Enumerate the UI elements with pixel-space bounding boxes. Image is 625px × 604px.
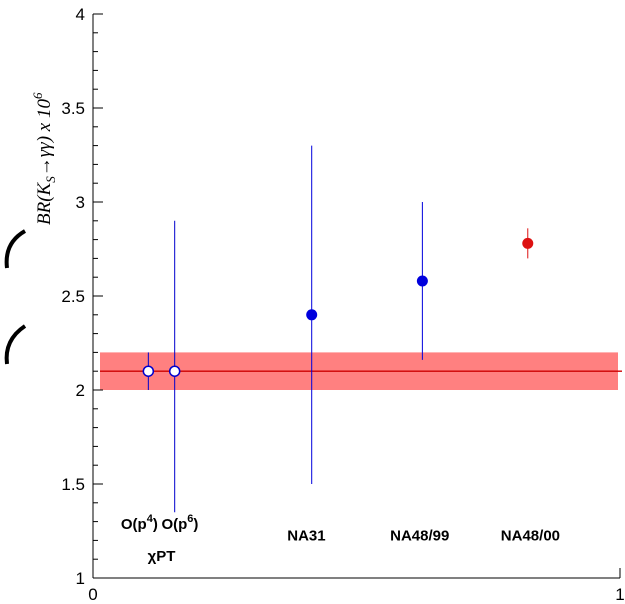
category-label: χPT bbox=[148, 548, 176, 565]
y-tick-label: 3 bbox=[76, 193, 85, 212]
category-label: O(p6) bbox=[161, 513, 198, 533]
y-tick-label: 1 bbox=[76, 569, 85, 588]
category-label-sup: 6 bbox=[187, 513, 193, 525]
x-tick-label: 0 bbox=[88, 585, 97, 604]
y-axis-label-pre: BR(K bbox=[34, 181, 55, 225]
y-axis-label: BR(KS→γγ) x 106 bbox=[30, 92, 58, 225]
category-label: O(p4) bbox=[121, 513, 158, 533]
category-label: NA31 bbox=[287, 527, 325, 544]
category-label: NA48/99 bbox=[390, 527, 449, 544]
data-point bbox=[306, 309, 318, 321]
marker-layer bbox=[142, 237, 534, 377]
data-point bbox=[416, 275, 428, 287]
band-layer bbox=[100, 352, 622, 390]
error-layer bbox=[147, 145, 529, 513]
category-label-tail: ) bbox=[193, 516, 198, 533]
y-axis-label-mid: →γγ) x 10 bbox=[34, 99, 55, 177]
category-label-tail: ) bbox=[153, 516, 158, 533]
y-tick-label: 2.5 bbox=[61, 287, 85, 306]
data-point bbox=[168, 365, 181, 377]
y-axis-label-sub: S bbox=[43, 176, 58, 183]
category-label-base: O(p bbox=[161, 516, 187, 533]
y-axis-label-sup: 6 bbox=[30, 92, 45, 99]
tick-layer: 11.522.533.540 1 bbox=[61, 5, 624, 604]
data-point bbox=[142, 365, 155, 377]
decorative-arc-bottom bbox=[4, 324, 27, 365]
category-label-base: O(p bbox=[121, 516, 147, 533]
category-label-sup: 4 bbox=[147, 513, 154, 525]
y-tick-label: 4 bbox=[76, 5, 85, 24]
x-tick-label: 1 bbox=[615, 585, 624, 604]
y-tick-label: 1.5 bbox=[61, 475, 85, 494]
y-tick-label: 3.5 bbox=[61, 99, 85, 118]
category-label: NA48/00 bbox=[501, 527, 560, 544]
data-point bbox=[522, 237, 534, 249]
axis-layer bbox=[92, 14, 620, 579]
y-tick-label: 2 bbox=[76, 381, 85, 400]
decorative-arc-top bbox=[4, 229, 27, 269]
